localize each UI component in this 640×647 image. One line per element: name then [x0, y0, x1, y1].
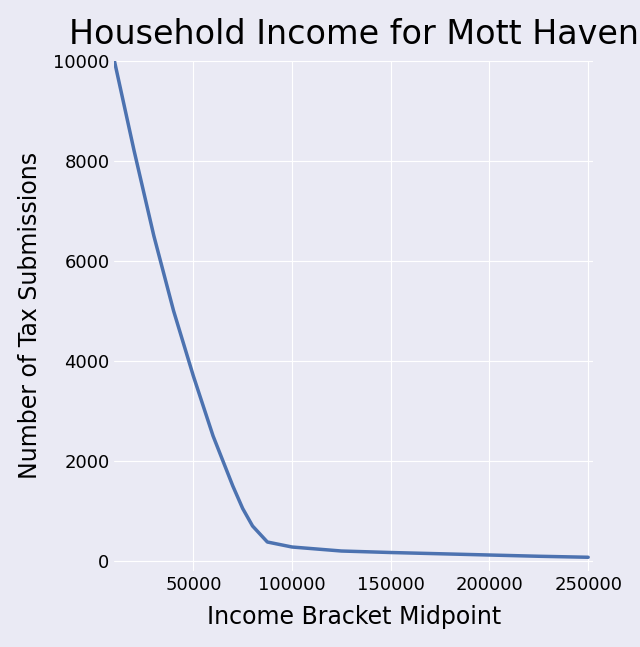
Title: Household Income for Mott Haven: Household Income for Mott Haven [68, 18, 639, 51]
X-axis label: Income Bracket Midpoint: Income Bracket Midpoint [207, 605, 501, 629]
Y-axis label: Number of Tax Submissions: Number of Tax Submissions [18, 152, 42, 479]
